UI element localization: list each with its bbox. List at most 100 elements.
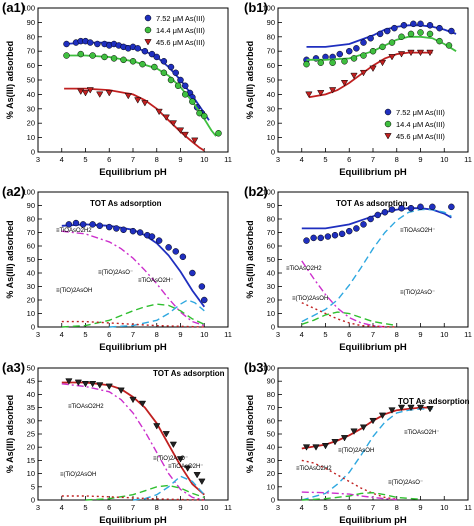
data-point [176,456,185,463]
data-point [448,203,455,211]
x-tick-label: 5 [323,155,327,164]
species-line-4 [301,491,421,501]
y-tick-label: 0 [31,148,35,157]
y-tick-label: 20 [267,296,275,305]
data-point-series-0 [376,30,384,38]
data-point-series-2 [388,54,396,61]
y-tick-label: 30 [267,282,275,291]
x-axis-label: Equilibrium pH [339,342,407,353]
data-point [397,404,406,412]
x-tick-label: 5 [323,503,327,512]
data-point [346,227,353,235]
data-point-series-0 [448,27,455,35]
data-point-series-0 [384,27,391,35]
data-point [381,209,389,216]
x-tick-label: 8 [155,155,159,164]
x-tick-label: 3 [276,503,280,512]
species-line-2 [301,260,385,328]
y-tick-label: 15 [27,456,35,465]
species-annotation: TOT As adsorption [90,199,162,208]
x-tick-label: 8 [395,330,399,339]
data-point-series-1 [360,52,367,59]
data-point [369,417,377,425]
legend-marker [144,39,152,46]
fit-line-series-1 [306,35,457,61]
data-point-series-1 [196,109,203,117]
x-tick-label: 10 [200,330,208,339]
y-tick-label: 50 [27,364,35,373]
x-tick-label: 4 [300,155,304,164]
data-point-series-1 [182,91,189,98]
data-point-series-0 [172,69,179,77]
legend-marker [144,26,152,34]
x-tick-label: 10 [440,330,448,339]
x-tick-label: 5 [323,330,327,339]
y-tick-label: 90 [27,18,35,27]
x-tick-label: 11 [224,503,232,512]
data-point [388,407,396,414]
data-point-series-2 [81,90,90,97]
data-point [117,387,125,394]
chart-panel-4: (a3)3 4 5 6 7 8 9 10 1105101520253035404550Equil… [2,360,232,526]
x-tick-label: 5 [83,155,87,164]
data-point-series-1 [407,30,415,38]
data-point [72,219,80,227]
x-tick-label: 11 [464,330,472,339]
data-point-series-1 [89,52,96,59]
panel-label: (a3) [2,360,25,375]
data-point-series-1 [101,53,108,61]
y-tick-label: 10 [267,309,275,318]
data-point [198,283,206,290]
data-point-series-1 [350,55,358,62]
data-point [340,435,349,442]
data-point-series-2 [96,91,104,98]
x-tick-label: 8 [395,155,399,164]
data-point-series-0 [148,50,156,58]
species-line-4 [301,311,397,327]
data-point-series-1 [167,76,175,84]
data-point-series-2 [328,87,337,94]
y-axis-label: % As(III) adsorbed [245,220,255,298]
x-tick-label: 5 [83,330,87,339]
data-point-series-0 [63,40,70,48]
data-point [179,253,187,261]
species-line-2 [301,459,397,500]
x-tick-label: 8 [395,503,399,512]
x-tick-label: 9 [178,503,182,512]
data-point [189,269,196,277]
x-tick-label: 3 [276,330,280,339]
x-axis-label: Equilibrium pH [99,342,167,353]
data-point [312,444,320,451]
data-point-series-2 [317,90,325,97]
species-line-3 [109,299,205,328]
y-tick-label: 60 [27,242,35,251]
x-axis-label: Equilibrium pH [339,167,407,178]
data-point-series-0 [400,22,408,29]
data-point [65,378,73,385]
y-axis-label: % As(III) adsorbed [5,395,15,473]
panel-label: (a2) [2,184,25,199]
x-axis-label: Equilibrium pH [339,515,407,526]
chart-panel-5: (b3) 3 4 5 6 7 8 9 10 11 0 10 20 30 40 50 60 70 80 90 100 Equ… [244,360,472,526]
data-point-series-2 [86,87,94,94]
y-tick-label: 60 [267,61,275,70]
data-point [105,383,113,390]
chart-panel-0: (a1) 3 4 5 6 7 8 9 10 11 0 10 20 30 40 50 60 70 80 90 100 Equ… [2,0,232,178]
species-line-1 [301,408,433,501]
x-tick-label: 7 [131,330,135,339]
data-point-series-1 [329,59,336,66]
x-tick-label: 7 [371,155,375,164]
data-point [416,404,425,412]
x-tick-label: 6 [347,330,351,339]
data-point-series-1 [379,43,386,51]
x-tick-label: 6 [107,155,111,164]
y-tick-label: 40 [267,90,275,99]
legend-label: 14.4 μM As(III) [156,26,205,35]
data-point [331,439,339,446]
data-point-series-1 [436,37,443,45]
data-point-series-1 [445,42,453,49]
y-tick-label: 20 [27,296,35,305]
data-point-series-1 [303,60,310,68]
data-point [317,234,324,242]
panel-label: (b1) [244,0,268,15]
